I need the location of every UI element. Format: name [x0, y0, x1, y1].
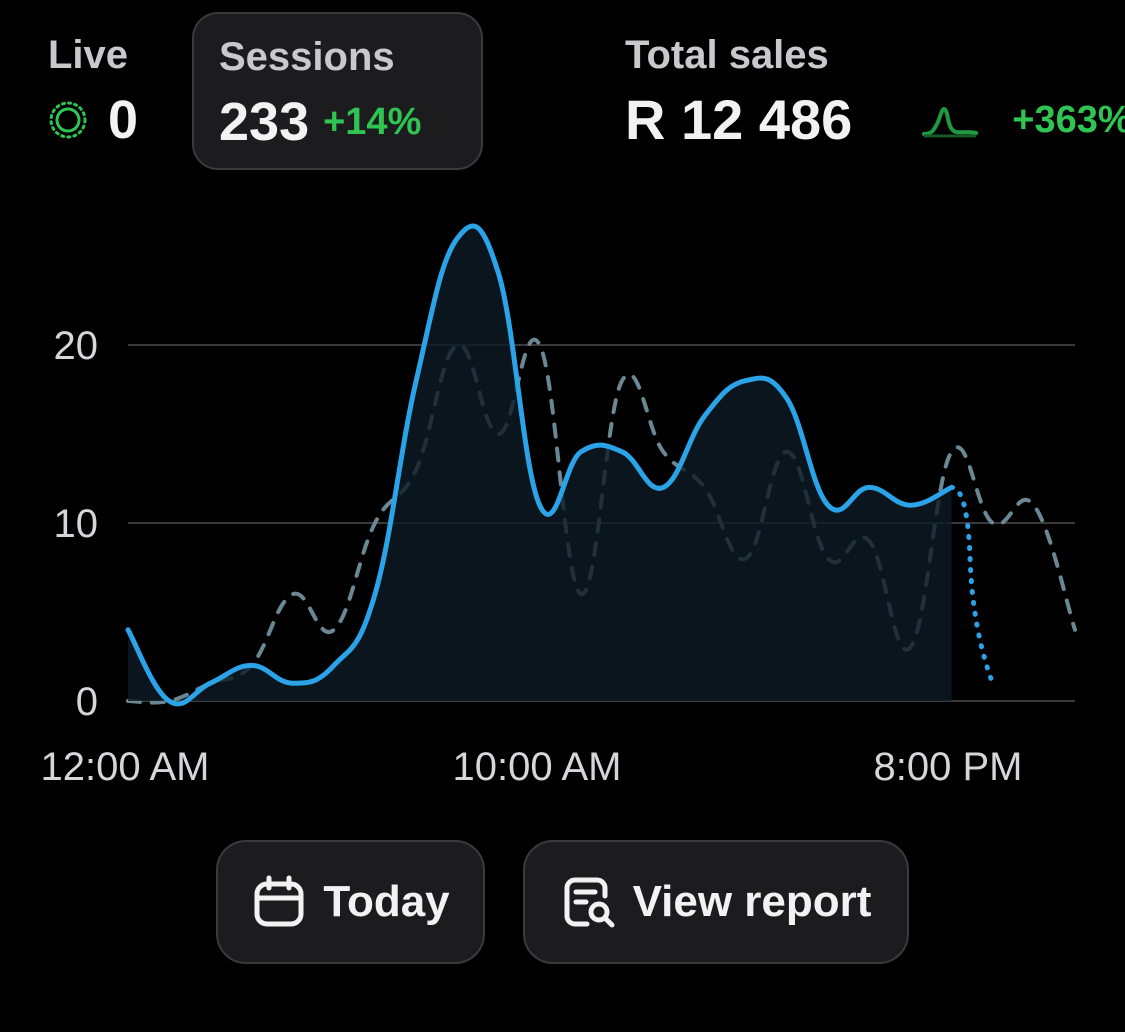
today-area-fill [128, 225, 952, 704]
y-tick-label: 20 [54, 324, 99, 368]
view-report-button[interactable]: View report [523, 840, 909, 964]
view-report-button-label: View report [632, 877, 872, 926]
sessions-chart: 0 10 20 12:00 AM 10:00 AM 8:00 PM [40, 223, 1077, 789]
total-sales-change: +363% [1012, 98, 1125, 141]
live-pulse-icon [49, 101, 87, 139]
today-line [125, 223, 954, 707]
total-sales-label: Total sales [625, 33, 829, 77]
calendar-icon [254, 875, 304, 927]
x-tick-label: 10:00 AM [452, 745, 621, 789]
live-value: 0 [108, 90, 139, 150]
report-search-icon [564, 877, 615, 928]
sessions-value: 233 [219, 92, 310, 152]
today-projection-line [948, 484, 996, 686]
sessions-metric-card[interactable]: Sessions 233 +14% [192, 12, 483, 170]
live-label: Live [48, 33, 129, 77]
live-metric[interactable]: Live 0 [28, 12, 178, 170]
y-tick-label: 10 [54, 502, 99, 546]
sessions-label: Sessions [219, 35, 395, 79]
total-sales-value: R 12 486 [625, 88, 853, 151]
today-button-label: Today [323, 877, 450, 926]
today-button[interactable]: Today [216, 840, 485, 964]
sessions-change: +14% [323, 100, 422, 143]
x-tick-label: 8:00 PM [874, 745, 1023, 789]
x-tick-label: 12:00 AM [40, 745, 209, 789]
sparkline-icon [922, 106, 979, 138]
metrics-strip: Live 0 Sessions 233 +14% Total sales R 1… [0, 0, 1125, 190]
total-sales-metric[interactable]: Total sales R 12 486 +363% [605, 12, 1125, 170]
y-tick-label: 0 [76, 680, 98, 724]
